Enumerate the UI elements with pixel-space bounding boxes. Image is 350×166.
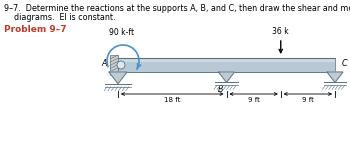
Text: 9 ft: 9 ft — [248, 97, 260, 103]
Text: Problem 9–7: Problem 9–7 — [4, 25, 66, 34]
Text: 9–7.  Determine the reactions at the supports A, B, and C, then draw the shear a: 9–7. Determine the reactions at the supp… — [4, 4, 350, 13]
Text: C: C — [341, 58, 347, 68]
Text: 90 k-ft: 90 k-ft — [109, 28, 134, 37]
Text: diagrams.  EI is constant.: diagrams. EI is constant. — [14, 13, 116, 22]
Circle shape — [117, 61, 125, 69]
Text: B: B — [218, 85, 223, 94]
Bar — [118, 58, 335, 61]
Bar — [118, 58, 335, 72]
Text: 18 ft: 18 ft — [164, 97, 181, 103]
Text: 9 ft: 9 ft — [302, 97, 314, 103]
Text: A: A — [101, 58, 107, 68]
Text: 36 k: 36 k — [272, 27, 289, 36]
Bar — [110, 55, 118, 75]
Polygon shape — [327, 72, 343, 82]
Polygon shape — [218, 72, 235, 82]
Polygon shape — [109, 72, 127, 84]
